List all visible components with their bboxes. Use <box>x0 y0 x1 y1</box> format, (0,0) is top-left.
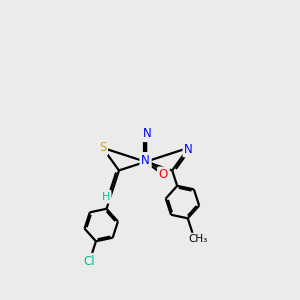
Text: S: S <box>99 141 106 154</box>
Text: N: N <box>141 154 150 167</box>
Text: N: N <box>143 127 152 140</box>
Text: O: O <box>159 168 168 181</box>
Text: Cl: Cl <box>84 255 95 268</box>
Text: CH₃: CH₃ <box>188 234 208 244</box>
Text: N: N <box>184 143 193 156</box>
Text: H: H <box>101 192 110 202</box>
